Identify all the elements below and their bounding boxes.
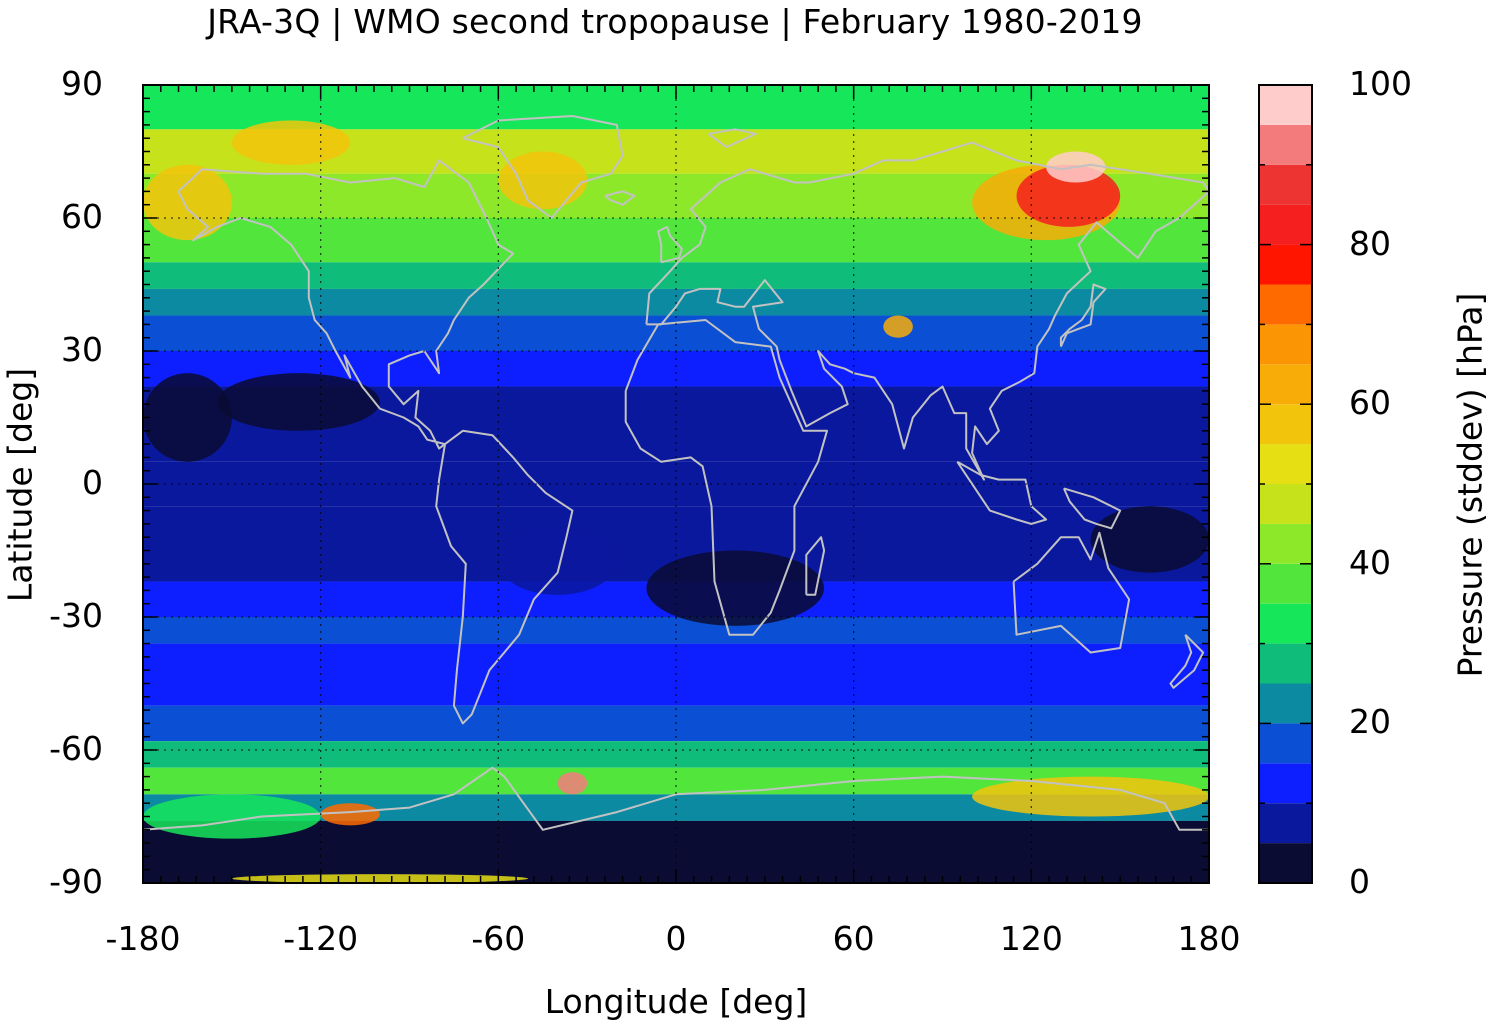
colorbar-swatch-12 [1259, 364, 1312, 405]
coastline-new-guinea [1062, 487, 1122, 530]
coastline-greenland [462, 115, 624, 219]
colorbar-swatch-16 [1259, 204, 1312, 245]
coastlines [143, 115, 1209, 831]
colorbar-swatch-1 [1259, 803, 1312, 844]
regional-feature-0 [143, 164, 232, 241]
colorbar-swatch-9 [1259, 484, 1312, 524]
colorbar-tick-label: 40 [1349, 542, 1391, 582]
colorbar-swatch-3 [1259, 723, 1312, 764]
coastline-japan [1059, 283, 1107, 348]
regional-feature-13 [217, 373, 380, 431]
y-tick-label: 0 [82, 463, 103, 502]
regional-feature-16 [498, 528, 617, 595]
zonal-band-15 [143, 741, 1209, 768]
colorbar-swatch-2 [1259, 763, 1312, 804]
colorbar-tick-label: 20 [1349, 702, 1391, 742]
colorbar-swatch-7 [1259, 563, 1312, 604]
colorbar-swatch-10 [1259, 444, 1312, 484]
colorbar-swatch-18 [1259, 124, 1312, 165]
y-tick-label: -60 [49, 729, 103, 768]
colorbar-swatch-19 [1259, 85, 1312, 125]
regional-feature-7 [557, 772, 588, 795]
x-tick-label: -60 [471, 919, 526, 958]
gridlines [143, 85, 1209, 883]
colorbar-swatch-6 [1259, 603, 1312, 644]
regional-feature-14 [143, 373, 232, 462]
chart-title: JRA-3Q | WMO second tropopause | Februar… [207, 2, 1143, 41]
colorbar-swatch-4 [1259, 683, 1312, 724]
colorbar-swatch-5 [1259, 643, 1312, 684]
colorbar-tick-label: 60 [1349, 383, 1391, 423]
regional-feature-6 [883, 315, 913, 338]
colorbar-swatch-0 [1259, 843, 1312, 883]
regional-feature-11 [231, 874, 528, 883]
regional-feature-10 [143, 794, 321, 839]
coastline-north-america [177, 159, 515, 450]
coastline-indonesia [956, 460, 1048, 525]
y-tick-label: 30 [61, 330, 103, 369]
colorbar-swatch-15 [1259, 244, 1312, 285]
coastline-australia [1012, 531, 1131, 654]
coastline-eurasia [645, 141, 1209, 481]
coastline-iceland [604, 190, 636, 206]
x-tick-label: -180 [105, 919, 181, 958]
colorbar-swatch-11 [1259, 404, 1312, 445]
x-axis-label: Longitude [deg] [544, 982, 808, 1021]
colorbar [1259, 85, 1312, 883]
regional-feature-8 [972, 776, 1209, 817]
coastline-africa [624, 319, 828, 636]
coastline-new-zealand [1169, 633, 1205, 689]
colorbar-swatch-14 [1259, 284, 1312, 325]
regional-feature-9 [320, 803, 380, 826]
regional-feature-4 [1016, 164, 1121, 227]
colorbar-swatch-13 [1259, 324, 1312, 365]
colorbar-label: Pressure (stddev) [hPa] [1450, 292, 1490, 678]
y-tick-label: -90 [49, 862, 103, 901]
coastline-antarctica [143, 766, 1209, 831]
regional-feature-15 [1090, 506, 1209, 573]
x-tick-label: 60 [832, 919, 875, 958]
colorbar-ticks [1259, 84, 1312, 884]
colorbar-swatch-8 [1259, 523, 1312, 564]
coastline-svalbard [707, 128, 757, 149]
x-tick-label: 120 [999, 919, 1063, 958]
regional-feature-2 [498, 151, 588, 210]
x-tick-label: 180 [1177, 919, 1241, 958]
colorbar-swatch-17 [1259, 164, 1312, 205]
colorbar-tick-label: 0 [1349, 862, 1370, 901]
y-tick-label: -30 [49, 596, 103, 635]
y-tick-label: 90 [61, 64, 103, 103]
minor-ticks [142, 84, 1210, 884]
coastline-south-america [435, 429, 574, 725]
regional-feature-12 [646, 550, 825, 626]
y-axis-label: Latitude [deg] [0, 367, 40, 603]
colorbar-tick-label: 100 [1349, 64, 1412, 103]
regional-feature-1 [231, 120, 351, 165]
x-tick-label: -120 [283, 919, 359, 958]
coastline-britain [657, 225, 683, 264]
y-tick-label: 60 [61, 197, 103, 236]
colorbar-tick-label: 80 [1349, 223, 1391, 263]
x-tick-label: 0 [665, 919, 687, 958]
coastline-madagascar [805, 536, 826, 596]
